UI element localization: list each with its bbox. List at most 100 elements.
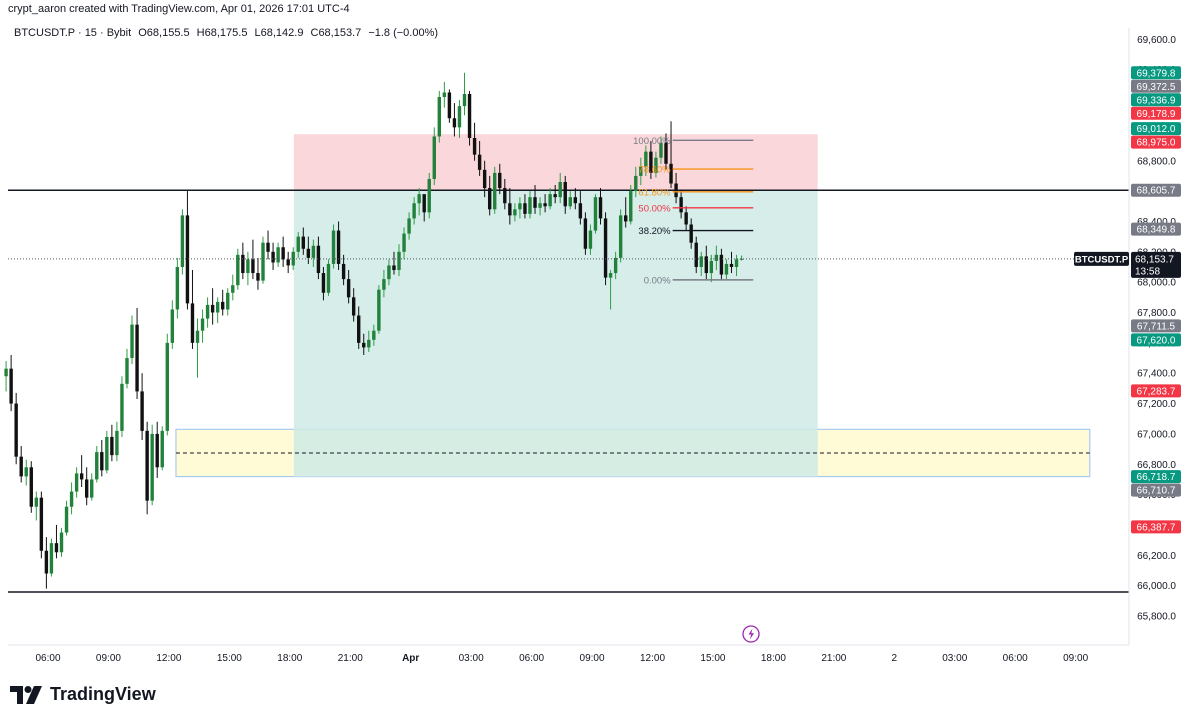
last-price-value: 68,153.7 (1135, 254, 1174, 265)
candle-body (205, 304, 210, 319)
candle-body (477, 154, 482, 170)
price-axis-tick: 66,000.0 (1137, 581, 1176, 592)
candle-body (9, 368, 13, 404)
price-label-box (1131, 384, 1181, 398)
price-labels: 69,379.8 69,372.5 69,336.9 69,178.9 69,012.0… (1074, 66, 1181, 534)
candle-body (346, 279, 351, 298)
candle-body (528, 197, 532, 214)
lightning-icon[interactable] (742, 625, 760, 643)
price-label-box (1131, 520, 1181, 534)
candle-body (155, 433, 159, 468)
price-label-box (1131, 122, 1181, 136)
candle-body (19, 456, 23, 477)
candle-body (553, 194, 557, 198)
price-label-box (1131, 106, 1181, 120)
candle-body (664, 142, 668, 164)
price-label: 67,711.5 (1137, 321, 1176, 332)
candle-body (704, 256, 709, 274)
candle-body (739, 258, 744, 260)
symbol-legend[interactable]: BTCUSDT.P · 15 · Bybit O68,155.5 H68,175… (14, 27, 442, 39)
price-label-box (1131, 66, 1181, 80)
candle-body (412, 203, 416, 219)
price-label: 68,975.0 (1137, 138, 1176, 149)
candle-body (407, 218, 411, 234)
candle-body (14, 403, 18, 457)
candle-body (382, 279, 386, 290)
candle-body (392, 265, 396, 271)
price-label: 69,372.5 (1137, 82, 1176, 93)
price-axis-tick: 67,800.0 (1137, 308, 1176, 319)
candle-body (105, 436, 109, 471)
candle-body (442, 92, 447, 98)
candle-body (367, 339, 371, 348)
price-label: 68,349.8 (1137, 225, 1176, 236)
candle-body (39, 497, 44, 551)
candle-body (613, 257, 618, 274)
ohlc-open: O68,155.5 (138, 27, 190, 39)
price-label: 66,710.7 (1137, 486, 1176, 497)
candle-body (654, 157, 658, 173)
price-label-box (1131, 183, 1181, 197)
candle-body (603, 218, 608, 278)
candle-body (669, 163, 673, 184)
candle-body (634, 175, 638, 192)
candle-body (215, 301, 220, 313)
drawings-layer (8, 134, 1129, 593)
price-label: 69,336.9 (1137, 95, 1176, 106)
candle-body (538, 203, 542, 208)
price-axis-tick: 68,400.0 (1137, 217, 1176, 228)
price-axis-tick: 65,800.0 (1137, 612, 1176, 623)
candle-body (69, 491, 74, 507)
fib-level-label: 61.80% (638, 187, 671, 198)
candle-body (437, 97, 442, 137)
candle-body (608, 273, 613, 278)
candle-body (246, 259, 250, 274)
fib-level-label: 0.00% (644, 275, 671, 286)
time-axis[interactable]: 06:00 09:00 12:00 15:00 18:00 21:00 Apr 03:00 06… (35, 653, 1088, 664)
time-axis-tick: Apr (402, 653, 419, 664)
candle-body (578, 203, 583, 219)
candle-body (598, 197, 603, 219)
time-axis-tick: 06:00 (35, 653, 60, 664)
fib-level-label: 100.00% (633, 136, 671, 147)
candle-body (296, 236, 300, 252)
candle-body (170, 309, 175, 343)
candle-body (734, 259, 739, 267)
time-axis-tick: 09:00 (96, 653, 121, 664)
symbol-tag: BTCUSDT.P (1075, 254, 1129, 265)
ohlc-high: H68,175.5 (196, 27, 248, 39)
candle-body (427, 178, 431, 213)
candle-body (583, 218, 588, 249)
tradingview-brand[interactable]: TradingView (10, 684, 156, 705)
time-axis-tick: 12:00 (156, 653, 181, 664)
symbol-tag-box (1074, 251, 1129, 266)
candle-body (472, 137, 477, 155)
candle-body (513, 209, 517, 216)
overlay-layer: 100.00% 78.60% 61.80% 50.00% 38.20% 0.00% (8, 136, 1129, 286)
candle-body (276, 247, 280, 263)
candle-body (659, 142, 663, 158)
candle-body (90, 479, 94, 498)
candle-body (286, 259, 290, 266)
candle-body (125, 358, 129, 384)
candle-body (493, 172, 497, 210)
symbol-info[interactable]: BTCUSDT.P · 15 · Bybit (14, 27, 132, 39)
ohlc-close: C68,153.7 (310, 27, 362, 39)
candle-body (387, 265, 391, 280)
candle-body (180, 215, 185, 267)
candle-body (402, 233, 406, 252)
candle-body (624, 215, 628, 222)
candle-body (573, 197, 578, 204)
candle-body (49, 543, 54, 574)
candle-body (649, 151, 653, 173)
time-axis-tick: 15:00 (217, 653, 242, 664)
candle-body (190, 303, 195, 343)
price-label: 69,178.9 (1137, 109, 1176, 120)
candle-body (487, 188, 492, 210)
price-label: 67,283.7 (1137, 386, 1176, 397)
price-label: 67,620.0 (1137, 335, 1176, 346)
time-axis-tick: 21:00 (338, 653, 363, 664)
candle-body (185, 215, 190, 304)
candle-body (644, 151, 648, 167)
